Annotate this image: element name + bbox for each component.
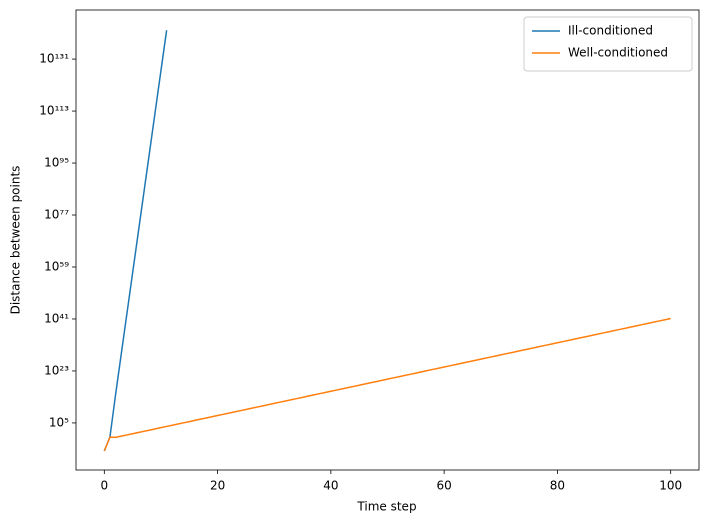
y-tick-label: 10⁹⁵ [44, 156, 69, 170]
y-axis-label: Distance between points [9, 166, 23, 315]
y-tick-label: 10¹³¹ [39, 52, 69, 66]
x-tick-label: 100 [659, 479, 682, 493]
series-line [103, 317, 671, 452]
plot-frame [75, 9, 700, 471]
legend-box [523, 16, 693, 72]
legend-label: Well-conditioned [568, 46, 668, 60]
y-tick-label: 10⁵⁹ [44, 259, 69, 273]
x-tick-label: 60 [436, 479, 451, 493]
x-tick-label: 20 [210, 479, 225, 493]
series-line [103, 30, 168, 452]
y-tick-label: 10⁷⁷ [44, 208, 69, 222]
y-tick-label: 10²³ [44, 363, 69, 377]
x-tick-label: 0 [100, 479, 108, 493]
x-axis-label: Time step [356, 500, 416, 514]
x-tick-label: 40 [323, 479, 338, 493]
y-tick-label: 10¹¹³ [39, 104, 69, 118]
x-tick-label: 80 [550, 479, 565, 493]
y-tick-label: 10⁴¹ [44, 311, 69, 325]
legend-label: Ill-conditioned [568, 24, 653, 38]
y-tick-label: 10⁵ [49, 415, 69, 429]
